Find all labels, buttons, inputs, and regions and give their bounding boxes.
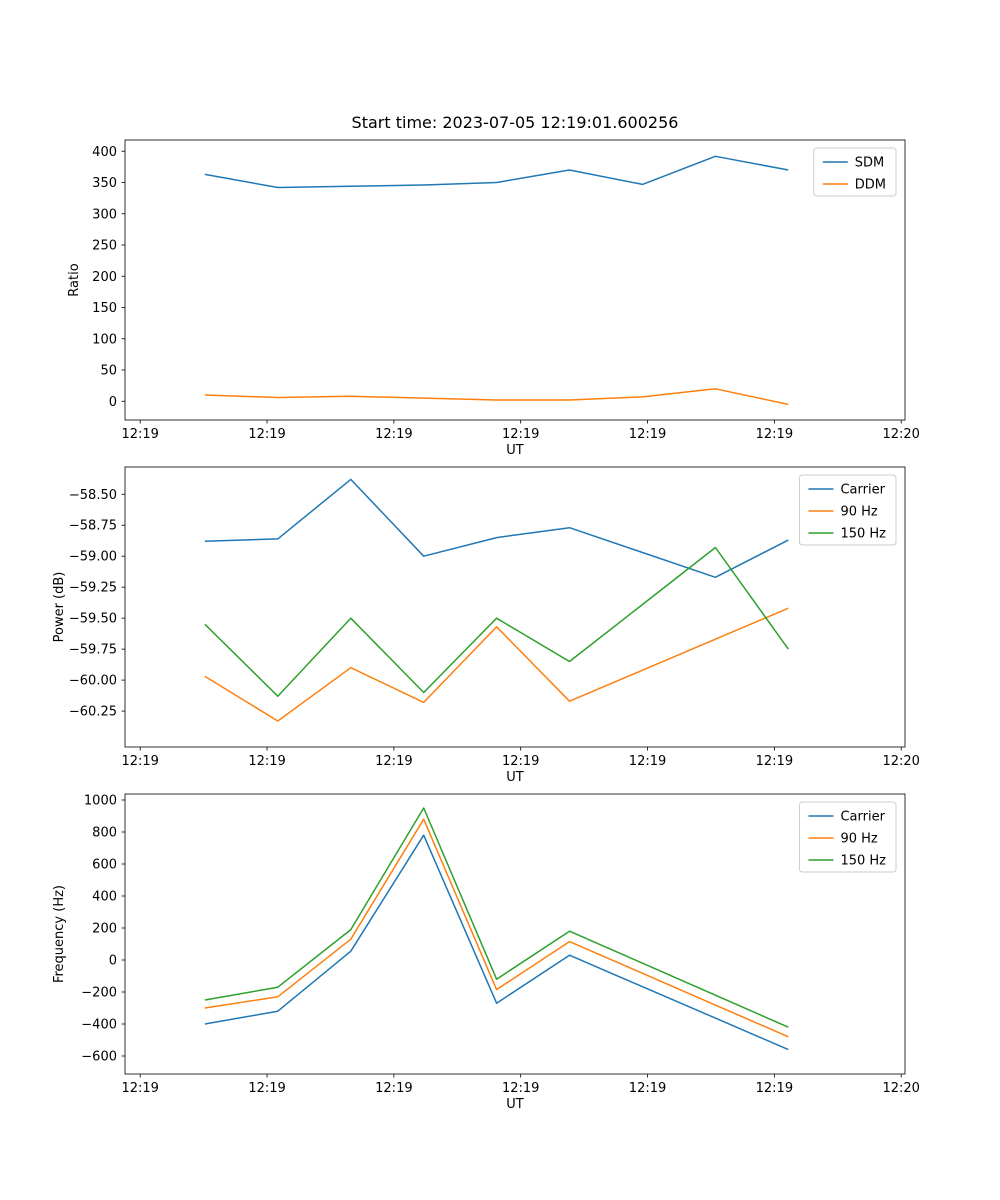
x-axis-label: UT <box>506 770 524 785</box>
x-tick-label: 12:20 <box>882 754 919 769</box>
x-tick-label: 12:20 <box>882 1081 919 1096</box>
y-tick-label: 400 <box>92 890 117 905</box>
chart-0-line-ddm <box>204 388 789 406</box>
y-tick-label: 300 <box>92 207 117 222</box>
chart-frequency-plot: 12:19 12:19 12:19 12:19 12:19 12:19 12:20 −600 −… <box>52 794 920 1113</box>
legend-item-label: 90 Hz <box>840 832 877 847</box>
legend: SDM DDM <box>813 147 897 197</box>
y-axis-label: Frequency (Hz) <box>52 885 67 983</box>
y-axis-label: Ratio <box>67 263 82 296</box>
x-tick-label: 12:19 <box>248 427 285 442</box>
x-tick-label: 12:19 <box>629 427 666 442</box>
chart-ratio-plot: 12:19 12:19 12:19 12:19 12:19 12:19 12:20 0 50 10… <box>67 139 920 458</box>
chart-2-line-90-hz <box>204 818 789 1038</box>
y-tick-label: −59.75 <box>69 643 117 658</box>
legend-item-label: 150 Hz <box>840 527 886 542</box>
y-tick-label: 600 <box>92 858 117 873</box>
axes-spines <box>124 139 906 421</box>
chart-1-line-carrier <box>204 478 789 579</box>
y-tick-label: 50 <box>100 364 117 379</box>
x-tick-label: 12:19 <box>375 427 412 442</box>
legend-box <box>798 474 897 546</box>
x-tick-label: 12:20 <box>882 427 919 442</box>
x-tick-label: 12:19 <box>375 1081 412 1096</box>
chart-1-line-150-hz <box>204 546 789 697</box>
x-tick-label: 12:19 <box>756 754 793 769</box>
y-axis-label: Power (dB) <box>52 572 67 643</box>
chart-1-line-90-hz <box>204 607 789 722</box>
x-tick-label: 12:19 <box>375 754 412 769</box>
x-tick-label: 12:19 <box>502 1081 539 1096</box>
legend-item-label: Carrier <box>840 483 885 498</box>
x-tick-label: 12:19 <box>248 754 285 769</box>
x-tick-label: 12:19 <box>756 427 793 442</box>
x-tick-label: 12:19 <box>629 1081 666 1096</box>
y-tick-label: 150 <box>92 301 117 316</box>
x-tick-label: 12:19 <box>756 1081 793 1096</box>
y-tick-label: −600 <box>81 1050 117 1065</box>
x-tick-label: 12:19 <box>121 1081 158 1096</box>
legend-item-label: Carrier <box>840 810 885 825</box>
y-tick-label: 0 <box>109 395 117 410</box>
x-tick-label: 12:19 <box>502 754 539 769</box>
x-tick-label: 12:19 <box>502 427 539 442</box>
y-tick-label: 350 <box>92 176 117 191</box>
y-tick-label: −58.75 <box>69 519 117 534</box>
y-tick-label: 200 <box>92 922 117 937</box>
legend-item-label: 90 Hz <box>840 505 877 520</box>
legend: Carrier 90 Hz 150 Hz <box>798 474 897 546</box>
legend-box <box>798 801 897 873</box>
chart-2-line-carrier <box>204 834 789 1051</box>
y-tick-label: 200 <box>92 270 117 285</box>
y-tick-label: −59.50 <box>69 612 117 627</box>
y-tick-label: 800 <box>92 826 117 841</box>
y-tick-label: 0 <box>109 954 117 969</box>
y-tick-label: −400 <box>81 1018 117 1033</box>
y-tick-label: −200 <box>81 986 117 1001</box>
legend: Carrier 90 Hz 150 Hz <box>798 801 897 873</box>
y-tick-label: −59.00 <box>69 550 117 565</box>
y-tick-label: −60.00 <box>69 674 117 689</box>
legend-item-label: 150 Hz <box>840 854 886 869</box>
axes-spines <box>124 793 906 1075</box>
axes-spines <box>124 466 906 748</box>
y-tick-label: −59.25 <box>69 581 117 596</box>
y-tick-label: −58.50 <box>69 488 117 503</box>
y-tick-label: 100 <box>92 332 117 347</box>
legend-item-label: SDM <box>855 156 884 171</box>
x-tick-label: 12:19 <box>248 1081 285 1096</box>
y-tick-label: 400 <box>92 145 117 160</box>
y-tick-label: 1000 <box>84 794 117 809</box>
chart-power-plot: 12:19 12:19 12:19 12:19 12:19 12:19 12:20 −60.2… <box>52 466 920 785</box>
chart-2-line-150-hz <box>204 807 789 1028</box>
x-axis-label: UT <box>506 443 524 458</box>
chart-0-line-sdm <box>204 155 789 189</box>
x-axis-label: UT <box>506 1097 524 1112</box>
legend-item-label: DDM <box>855 178 886 193</box>
y-tick-label: 250 <box>92 239 117 254</box>
x-tick-label: 12:19 <box>121 754 158 769</box>
figure-title: Start time: 2023-07-05 12:19:01.600256 <box>351 113 679 132</box>
x-tick-label: 12:19 <box>121 427 158 442</box>
x-tick-label: 12:19 <box>629 754 666 769</box>
y-tick-label: −60.25 <box>69 705 117 720</box>
